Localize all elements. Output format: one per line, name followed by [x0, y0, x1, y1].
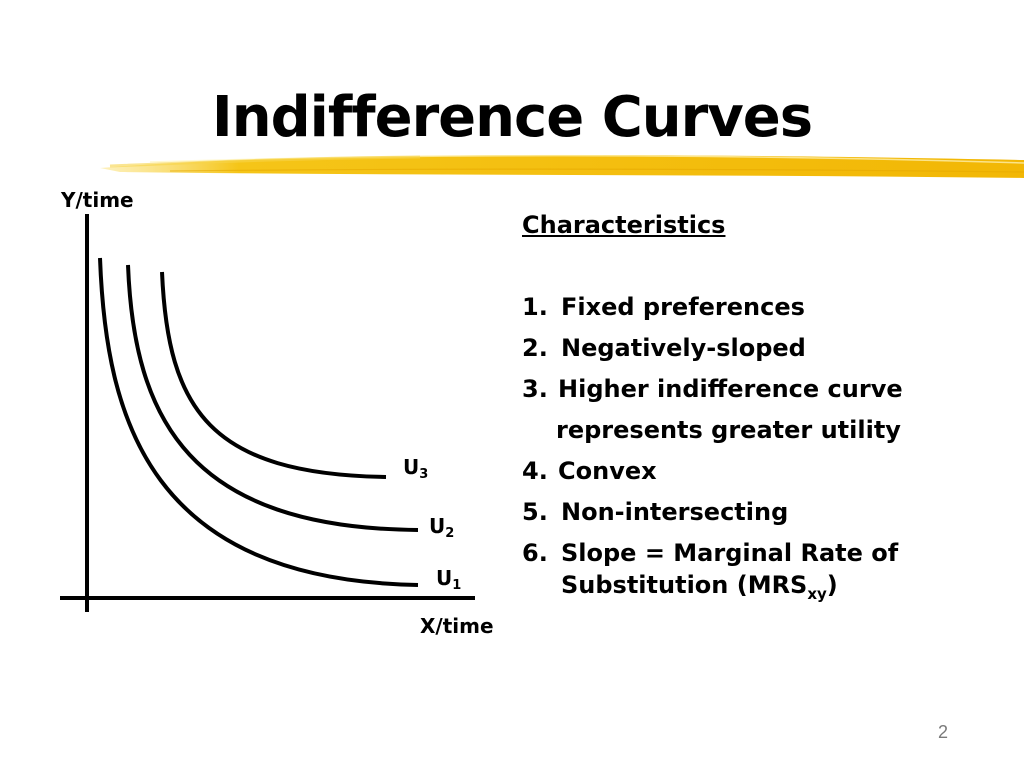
highlighter-underline [100, 154, 1024, 178]
page-number: 2 [938, 722, 949, 742]
list-item: 2. Negatively-sloped [522, 334, 806, 362]
indifference-diagram [60, 214, 475, 612]
curve-label-u2: U2 [429, 514, 455, 541]
characteristics-heading: Characteristics [522, 211, 726, 239]
list-item: 5. Non-intersecting [522, 498, 789, 526]
curve-u3 [160, 271, 387, 479]
list-item-continuation: represents greater utility [556, 416, 901, 444]
curve-label-u1: U1 [436, 566, 462, 593]
slide-title: Indifference Curves [211, 85, 813, 150]
list-item: 4. Convex [522, 457, 657, 485]
curve-u1 [98, 257, 419, 587]
curve-u2 [126, 264, 419, 532]
curve-label-u3: U3 [403, 455, 429, 482]
characteristics-panel: Characteristics 1. Fixed preferences 2. … [522, 205, 1002, 615]
characteristics-list: 1. Fixed preferences 2. Negatively-slope… [522, 287, 1002, 615]
list-item: 6. Slope = Marginal Rate of Substitution… [522, 539, 899, 603]
list-item: 3. Higher indifference curve [522, 375, 903, 403]
x-axis-label: X/time [420, 614, 494, 638]
y-axis-label: Y/time [61, 188, 134, 212]
list-item: 1. Fixed preferences [522, 293, 805, 321]
